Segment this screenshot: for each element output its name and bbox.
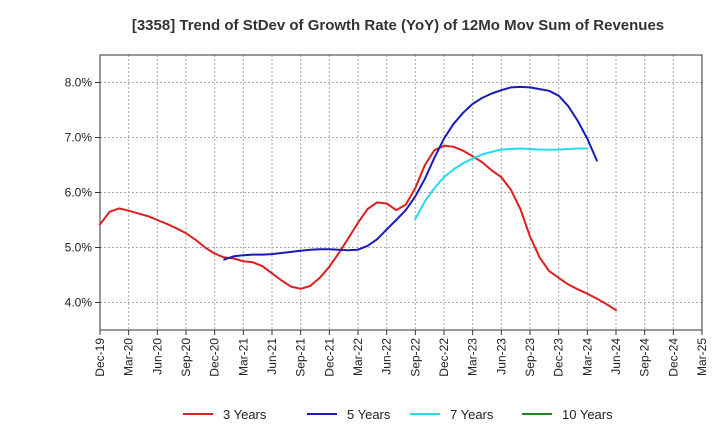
x-tick-label: Sep-24 (638, 338, 652, 377)
x-tick-label: Sep-20 (179, 338, 193, 377)
x-tick-label: Jun-24 (609, 338, 623, 375)
y-tick-label: 5.0% (65, 241, 93, 255)
legend-label-10-years: 10 Years (562, 407, 613, 422)
x-tick-label: Mar-25 (695, 338, 709, 376)
series-line-3-years (99, 144, 617, 312)
x-tick-label: Sep-23 (523, 338, 537, 377)
x-tick-label: Mar-21 (236, 338, 250, 376)
x-tick-label: Jun-20 (150, 338, 164, 375)
x-tick-label: Dec-23 (552, 338, 566, 377)
x-tick-label: Sep-22 (408, 338, 422, 377)
x-tick-label: Jun-21 (265, 338, 279, 375)
chart-title: [3358] Trend of StDev of Growth Rate (Yo… (132, 17, 664, 34)
legend-label-5-years: 5 Years (347, 407, 391, 422)
series-line-7-years (414, 147, 589, 220)
grid-layer (99, 55, 703, 330)
x-tick-label: Dec-19 (93, 338, 107, 377)
x-tick-label: Mar-22 (351, 338, 365, 376)
x-tick-label: Mar-24 (580, 338, 594, 376)
legend: 3 Years 5 Years 7 Years 10 Years (183, 407, 613, 422)
x-tick-label: Dec-24 (666, 338, 680, 377)
y-tick-label: 4.0% (65, 296, 93, 310)
x-tick-label: Jun-23 (494, 338, 508, 375)
series-line-5-years (223, 85, 598, 261)
legend-label-3-years: 3 Years (223, 407, 267, 422)
x-tick-label: Mar-20 (122, 338, 136, 376)
x-tick-label: Dec-21 (322, 338, 336, 377)
y-tick-label: 6.0% (65, 186, 93, 200)
y-tick-label: 7.0% (65, 131, 93, 145)
series-layer (99, 85, 617, 312)
y-tick-label: 8.0% (65, 76, 93, 90)
plot-frame (99, 54, 703, 331)
axis-layer: 4.0% 5.0% 6.0% 7.0% 8.0% Dec-19 Mar-20 Jun-20 Se… (65, 54, 709, 377)
x-tick-label: Sep-21 (294, 338, 308, 377)
legend-label-7-years: 7 Years (450, 407, 494, 422)
x-tick-label: Jun-22 (380, 338, 394, 375)
x-tick-label: Dec-22 (437, 338, 451, 377)
x-tick-label: Mar-23 (466, 338, 480, 376)
x-tick-label: Dec-20 (208, 338, 222, 377)
